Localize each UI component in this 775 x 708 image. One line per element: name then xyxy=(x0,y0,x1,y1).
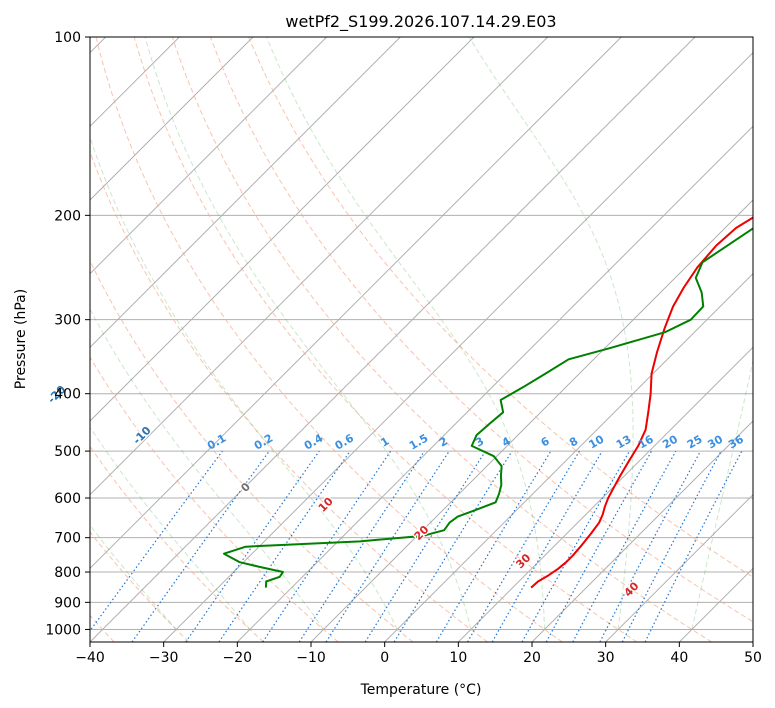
x-tick-label: 40 xyxy=(670,650,688,666)
temperature-profile-line xyxy=(530,216,753,589)
moist-adiabat-line xyxy=(90,308,324,630)
isotherm-grid-line xyxy=(90,37,622,570)
axes: −40 −30 −20 −10 0 10 20 30 40 50 100 200 300 400 500 60… xyxy=(45,30,762,666)
y-tick-label: 200 xyxy=(54,208,81,224)
dry-adiabat-line xyxy=(133,37,638,642)
mixing-ratio-line xyxy=(131,450,270,642)
mixing-ratio-line xyxy=(298,450,425,642)
x-tick-label: 30 xyxy=(597,650,615,666)
moist-adiabat-line xyxy=(90,426,251,630)
dry-adiabat-line xyxy=(90,445,264,642)
mixing-ratio-line xyxy=(90,450,223,632)
x-tick-label: 10 xyxy=(449,650,467,666)
isotherm-grid-line xyxy=(310,199,753,642)
moist-adiabat-line xyxy=(144,37,472,630)
mixing-ratio-line xyxy=(185,450,320,642)
dry-adiabat-line xyxy=(248,37,753,578)
y-tick-label: 300 xyxy=(54,313,81,329)
x-tick-label: 50 xyxy=(744,650,762,666)
y-tick-label: 100 xyxy=(54,30,81,46)
x-axis-label: Temperature (°C) xyxy=(360,682,482,698)
isotherm-grid-line xyxy=(90,37,254,201)
isotherm-grid-line xyxy=(90,37,328,275)
mixing-ratio-line xyxy=(325,450,450,642)
isotherm-grid-line xyxy=(457,346,753,642)
mixing-ratio-line xyxy=(545,450,653,642)
dewpoint-profile-line xyxy=(222,227,753,588)
mixing-ratio-line xyxy=(262,450,392,642)
y-tick-label: 600 xyxy=(54,491,81,507)
mixing-ratio-line xyxy=(572,450,677,642)
isotherm-grid-line xyxy=(90,37,401,349)
moist-adiabat-line xyxy=(266,37,546,630)
y-tick-label: 800 xyxy=(54,565,81,581)
y-tick-label: 900 xyxy=(54,595,81,611)
dry-adiabat-line xyxy=(90,356,339,642)
plot-area xyxy=(90,37,753,642)
moist-adiabat-line xyxy=(468,37,634,630)
x-tick-label: −10 xyxy=(296,650,326,666)
moist-adiabat-line xyxy=(90,135,398,630)
mixing-ratio-line xyxy=(218,450,351,642)
x-tick-label: −40 xyxy=(75,650,105,666)
isotherm-grid-line xyxy=(605,493,753,642)
dry-adiabat-line xyxy=(171,37,712,642)
plot-content xyxy=(90,37,753,642)
y-tick-label: 500 xyxy=(54,444,81,460)
y-axis-label: Pressure (hPa) xyxy=(13,289,29,389)
chart-title: wetPf2_S199.2026.107.14.29.E03 xyxy=(285,12,556,32)
plot-frame xyxy=(89,36,754,643)
isotherm-grid-line xyxy=(236,125,753,642)
dry-adiabat-line xyxy=(210,37,753,623)
dry-adiabat-line xyxy=(90,531,190,642)
y-tick-label: 400 xyxy=(54,387,81,403)
mixing-ratio-line xyxy=(644,450,743,642)
x-tick-label: −30 xyxy=(149,650,179,666)
isotherm-grid-line xyxy=(90,37,549,496)
dry-adiabat-line xyxy=(90,259,414,642)
mixing-ratio-line xyxy=(393,450,513,642)
isotherm-grid-line xyxy=(90,37,475,422)
dry-adiabat-line xyxy=(90,150,488,642)
isotherm-grid-line xyxy=(163,51,753,642)
dry-adiabat-line xyxy=(95,37,563,642)
isotherm-grid-line xyxy=(90,37,696,642)
isotherm-grid-line xyxy=(384,272,753,642)
x-tick-label: −20 xyxy=(223,650,253,666)
isotherm-grid-line xyxy=(531,420,753,642)
y-tick-label: 1000 xyxy=(45,622,81,638)
moist-adiabat-line xyxy=(90,524,177,630)
x-tick-label: 0 xyxy=(380,650,389,666)
moist-adiabat-line xyxy=(691,358,753,630)
y-tick-label: 700 xyxy=(54,531,81,547)
x-tick-label: 20 xyxy=(523,650,541,666)
